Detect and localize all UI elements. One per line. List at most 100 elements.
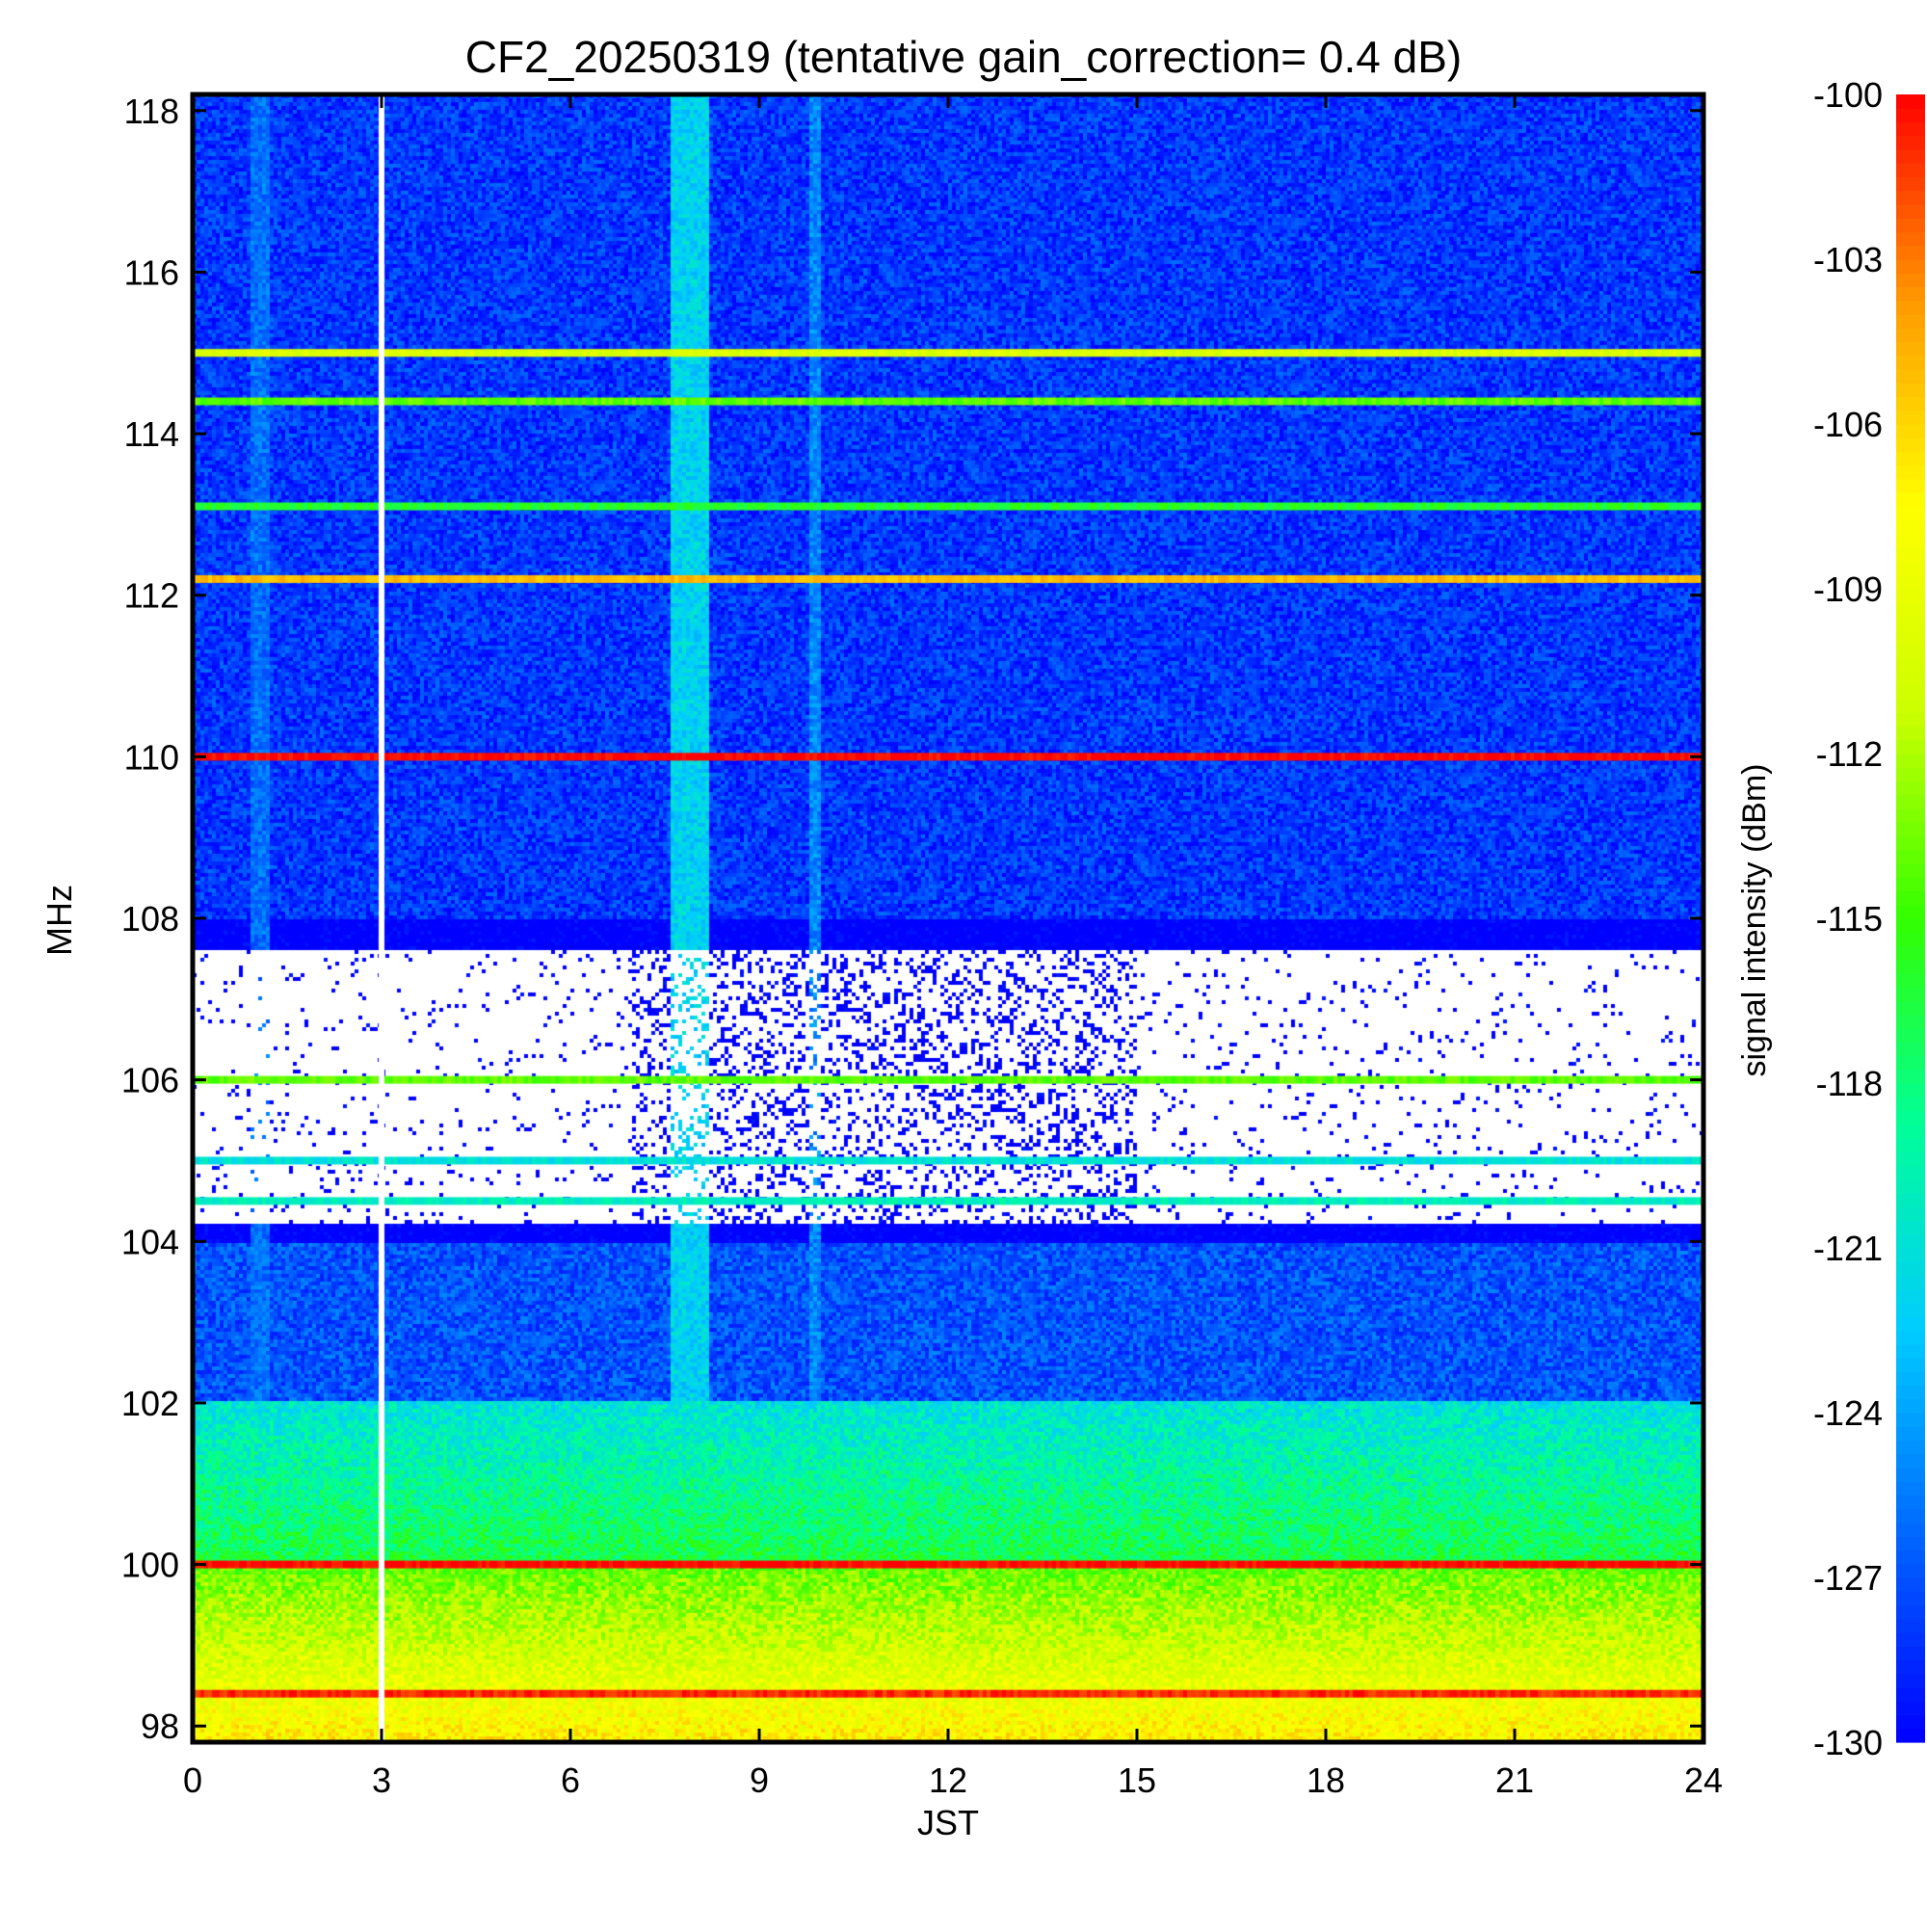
colorbar-segment <box>1896 1508 1925 1523</box>
x-tick-label: 9 <box>750 1760 769 1800</box>
colorbar-segment <box>1896 1673 1925 1688</box>
colorbar-segment <box>1896 383 1925 398</box>
colorbar-segment <box>1896 1385 1925 1400</box>
y-tick-label: 112 <box>124 576 179 616</box>
axes: 0 3 6 9 12 15 18 21 24 98 100 102 104 106 108 110 112 114… <box>121 92 1723 1800</box>
colorbar-segment <box>1896 259 1925 274</box>
colorbar-segment <box>1896 1618 1925 1633</box>
colorbar-segment <box>1896 904 1925 919</box>
y-axis-label: MHz <box>40 885 79 956</box>
colorbar-segment <box>1896 589 1925 603</box>
colorbar-segment <box>1896 1536 1925 1551</box>
colorbar-segment <box>1896 121 1925 137</box>
colorbar-segment <box>1896 1330 1925 1345</box>
colorbar-segment <box>1896 1316 1925 1332</box>
colorbar-segment <box>1896 149 1925 164</box>
colorbar-segment <box>1896 341 1925 357</box>
colorbar-segment <box>1896 1055 1925 1071</box>
heatmap-plot-area <box>193 94 1703 1742</box>
colorbar-segment <box>1896 1193 1925 1207</box>
y-tick-label: 100 <box>121 1546 179 1585</box>
colorbar-segment <box>1896 176 1925 192</box>
x-tick-label: 21 <box>1495 1760 1534 1800</box>
y-tick-label: 114 <box>124 414 179 454</box>
colorbar-segment <box>1896 1206 1925 1222</box>
colorbar-segment <box>1896 163 1925 178</box>
x-tick-label: 24 <box>1684 1760 1723 1800</box>
colorbar-segment <box>1896 1563 1925 1578</box>
colorbar-segment <box>1896 424 1925 438</box>
colorbar-tick-label: -106 <box>1813 405 1883 444</box>
colorbar: -100 -103 -106 -109 -112 -115 -118 -121 -124 -127… <box>1813 75 1925 1762</box>
colorbar-tick-label: -109 <box>1813 569 1883 609</box>
colorbar-segment <box>1896 1165 1925 1180</box>
colorbar-segment <box>1896 355 1925 370</box>
colorbar-segment <box>1896 1495 1925 1510</box>
colorbar-segment <box>1896 726 1925 741</box>
colorbar-segment <box>1896 1275 1925 1290</box>
colorbar-segment <box>1896 1728 1925 1743</box>
colorbar-segment <box>1896 754 1925 768</box>
colorbar-segment <box>1896 1632 1925 1647</box>
colorbar-segment <box>1896 1426 1925 1442</box>
colorbar-segment <box>1896 1549 1925 1565</box>
colorbar-segment <box>1896 1000 1925 1016</box>
colorbar-segment <box>1896 396 1925 411</box>
colorbar-tick-label: -118 <box>1816 1064 1883 1103</box>
chart-title: CF2_20250319 (tentative gain_correction=… <box>465 32 1462 82</box>
colorbar-segment <box>1896 1220 1925 1235</box>
colorbar-segment <box>1896 863 1925 878</box>
colorbar-segment <box>1896 1110 1925 1125</box>
colorbar-segment <box>1896 1468 1925 1482</box>
colorbar-segment <box>1896 519 1925 535</box>
colorbar-segment <box>1896 890 1925 906</box>
colorbar-segment <box>1896 328 1925 343</box>
y-tick-label: 106 <box>121 1061 179 1100</box>
colorbar-segment <box>1896 437 1925 453</box>
colorbar-segment <box>1896 410 1925 425</box>
colorbar-segment <box>1896 1083 1925 1098</box>
colorbar-segment <box>1896 190 1925 205</box>
colorbar-segment <box>1896 1714 1925 1730</box>
colorbar-segment <box>1896 602 1925 618</box>
colorbar-segment <box>1896 534 1925 548</box>
colorbar-segment <box>1896 108 1925 123</box>
colorbar-segment <box>1896 1097 1925 1112</box>
colorbar-segment <box>1896 739 1925 754</box>
colorbar-segment <box>1896 94 1925 109</box>
colorbar-tick-label: -115 <box>1816 899 1883 939</box>
colorbar-segment <box>1896 973 1925 988</box>
colorbar-segment <box>1896 464 1925 480</box>
colorbar-segment <box>1896 369 1925 384</box>
colorbar-segment <box>1896 451 1925 466</box>
y-tick-label: 98 <box>141 1707 179 1746</box>
colorbar-segment <box>1896 1069 1925 1084</box>
colorbar-segment <box>1896 629 1925 645</box>
y-tick-label: 102 <box>121 1384 179 1423</box>
colorbar-segment <box>1896 561 1925 576</box>
colorbar-tick-label: -130 <box>1813 1723 1883 1762</box>
y-tick-label: 108 <box>121 899 179 939</box>
colorbar-segment <box>1896 1014 1925 1029</box>
colorbar-segment <box>1896 932 1925 947</box>
colorbar-segment <box>1896 699 1925 713</box>
colorbar-segment <box>1896 479 1925 493</box>
colorbar-segment <box>1896 300 1925 315</box>
colorbar-segment <box>1896 1028 1925 1043</box>
colorbar-segment <box>1896 1453 1925 1469</box>
colorbar-segment <box>1896 877 1925 892</box>
colorbar-tick-label: -112 <box>1816 734 1883 774</box>
colorbar-segment <box>1896 273 1925 288</box>
colorbar-segment <box>1896 1522 1925 1537</box>
colorbar-segment <box>1896 671 1925 686</box>
colorbar-segment <box>1896 849 1925 864</box>
colorbar-segment <box>1896 1687 1925 1702</box>
colorbar-segment <box>1896 1591 1925 1606</box>
colorbar-segment <box>1896 1178 1925 1194</box>
colorbar-segment <box>1896 1288 1925 1304</box>
colorbar-segment <box>1896 231 1925 247</box>
colorbar-segment <box>1896 1151 1925 1167</box>
colorbar-segment <box>1896 959 1925 974</box>
x-axis-label: JST <box>917 1803 979 1842</box>
